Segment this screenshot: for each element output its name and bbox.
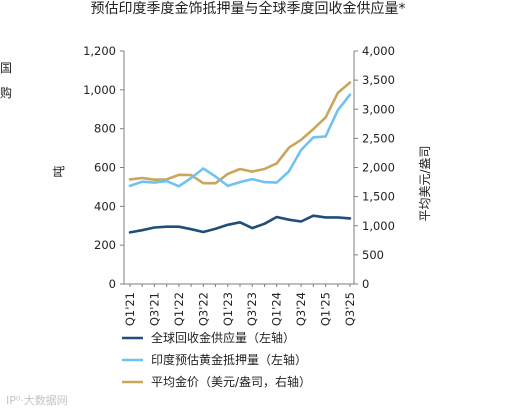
x-tick-label: Q1'24 [270,292,284,326]
series-lines [128,81,352,234]
chart-title: 预估印度季度金饰抵押量与全球季度回收金供应量* [91,0,406,17]
y-tick-label-right: 2,500 [362,131,395,145]
y-tick-label-right: 500 [362,248,384,262]
y-tick-label-right: 1,500 [362,190,395,204]
x-tick-label: Q3'24 [294,292,308,326]
y-tick-label-right: 3,000 [362,102,395,116]
x-tick-label: Q3'21 [147,292,161,326]
y-tick-label-left: 0 [109,277,116,291]
y-tick-label-right: 4,000 [362,44,395,58]
y-tick-label-left: 1,000 [83,83,116,97]
x-tick-label: Q1'21 [123,292,137,326]
x-tick-label: Q1'23 [221,292,235,326]
series-line-1 [128,214,352,234]
y-tick-label-right: 2,000 [362,161,395,175]
y-axis-right-label: 平均美元/盎司 [418,145,432,221]
legend: 全球回收金供应量（左轴） 印度预估黄金抵押量（左轴） 平均金价（美元/盎司，右轴） [122,330,311,389]
x-tick-label: Q1'25 [319,292,333,326]
y-axis-left-label: 吨 [52,165,66,177]
edge-fragment-2: 购 [0,85,12,100]
y-tick-label-left: 400 [94,199,116,213]
legend-label-1: 全球回收金供应量（左轴） [151,330,295,345]
x-tick-label: Q3'23 [245,292,259,326]
y-tick-label-left: 800 [94,122,116,136]
x-tick-label: Q3'25 [343,292,357,326]
series-line-2 [128,93,352,188]
y-tick-label-right: 3,500 [362,73,395,87]
watermark: IP⁰·大数据网 [6,393,68,407]
series-line-3 [128,81,352,185]
y-tick-label-left: 1,200 [83,44,116,58]
y-tick-label-right: 1,000 [362,219,395,233]
legend-label-2: 印度预估黄金抵押量（左轴） [151,352,307,367]
axes: 0 200 400 600 800 1,000 1,200 0 500 1,000 1,500 2,0… [83,44,395,326]
legend-label-3: 平均金价（美元/盎司，右轴） [151,374,311,389]
x-tick-label: Q3'22 [196,292,210,326]
y-tick-label-left: 600 [94,161,116,175]
y-tick-label-right: 0 [362,277,369,291]
y-tick-label-left: 200 [94,238,116,252]
edge-fragment-1: 国 [0,61,12,75]
x-tick-label: Q1'22 [172,292,186,326]
